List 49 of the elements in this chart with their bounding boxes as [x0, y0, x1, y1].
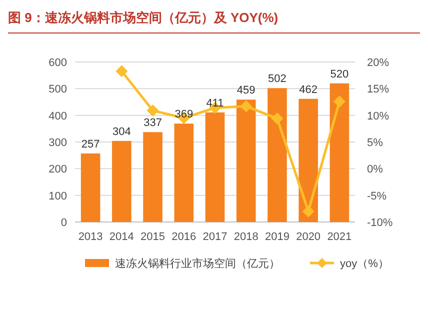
- data-label: 462: [299, 84, 318, 96]
- data-label: 304: [112, 126, 131, 138]
- y-tick-label: 500: [48, 84, 67, 96]
- x-tick-label: 2016: [172, 231, 196, 243]
- bar: [298, 98, 318, 222]
- x-tick-label: 2020: [296, 231, 321, 243]
- point: [271, 112, 284, 125]
- data-label: 411: [206, 97, 224, 110]
- bar: [205, 112, 225, 222]
- y-tick-label: 600: [48, 57, 67, 69]
- data-label: 257: [81, 138, 100, 150]
- y-tick-label: 400: [48, 110, 67, 122]
- y-tick-label: 100: [48, 190, 67, 202]
- y2-tick-label: -5%: [367, 190, 387, 202]
- x-tick-label: 2021: [327, 231, 352, 243]
- bar: [268, 88, 287, 222]
- legend-label: 速冻火锅料行业市场空间（亿元）: [115, 257, 280, 270]
- x-tick-label: 2013: [78, 231, 103, 243]
- point: [146, 104, 159, 117]
- data-label: 520: [330, 68, 349, 80]
- point: [116, 65, 128, 78]
- y2-tick-label: 15%: [367, 84, 390, 96]
- y-tick-label: 200: [48, 164, 67, 176]
- x-tick-label: 2015: [140, 231, 166, 243]
- bar: [174, 124, 194, 222]
- x-tick-label: 2014: [109, 231, 134, 243]
- data-label: 337: [144, 117, 162, 130]
- y2-tick-label: -10%: [367, 217, 393, 229]
- bar: [143, 132, 162, 222]
- data-label: 459: [236, 84, 256, 97]
- legend-label: yoy（%）: [340, 258, 389, 270]
- y2-tick-label: 0%: [367, 164, 384, 176]
- point: [302, 205, 314, 218]
- bar: [112, 140, 132, 222]
- y-tick-label: 0: [60, 217, 67, 229]
- bar: [330, 83, 350, 222]
- chart-title: 图 9：速冻火锅料市场空间（亿元）及 YOY(%): [8, 10, 278, 25]
- x-tick-label: 2018: [234, 231, 258, 243]
- data-label: 502: [268, 73, 286, 86]
- y2-tick-label: 20%: [367, 57, 390, 69]
- x-tick-label: 2017: [202, 231, 228, 243]
- bar: [236, 100, 256, 222]
- y2-tick-label: 10%: [367, 110, 390, 122]
- point: [333, 95, 346, 108]
- x-tick-label: 2019: [264, 231, 290, 243]
- y-tick-label: 300: [48, 137, 67, 149]
- point: [240, 100, 252, 112]
- y2-tick-label: 5%: [367, 137, 384, 149]
- bar: [80, 153, 100, 222]
